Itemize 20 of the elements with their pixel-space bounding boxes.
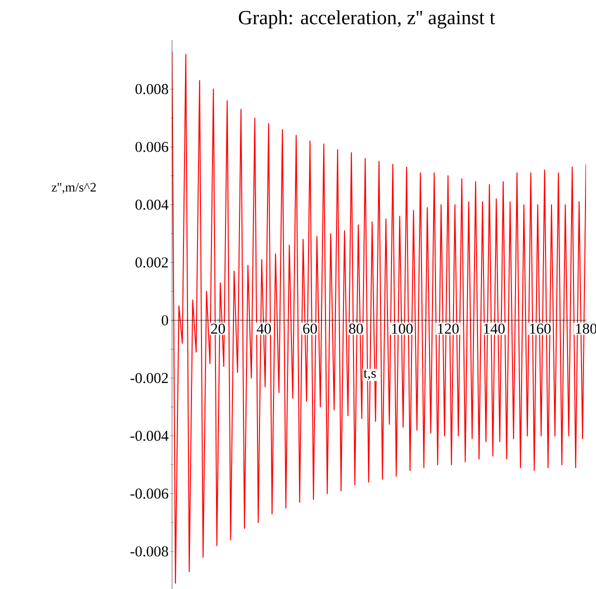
- y-tick-label: 0.008: [135, 84, 168, 94]
- x-tick-label: 20: [211, 324, 225, 334]
- y-tick-label: 0.004: [135, 200, 168, 210]
- x-tick-label: 100: [392, 324, 413, 334]
- y-tick-label: 0.006: [135, 142, 168, 152]
- x-tick-label: 80: [349, 324, 363, 334]
- x-tick-label: 140: [484, 324, 505, 334]
- x-tick-label: 60: [303, 324, 317, 334]
- y-tick-label: -0.004: [130, 430, 168, 441]
- x-axis-title: t,s: [364, 370, 376, 380]
- y-tick-label: 0.002: [135, 257, 168, 268]
- x-tick-label: 160: [530, 324, 551, 334]
- y-tick-label: -0.008: [130, 546, 168, 557]
- x-tick-label: 40: [256, 324, 271, 334]
- y-tick-label: -0.002: [130, 372, 168, 384]
- chart-title: Graph: acceleration, z'' against t: [238, 10, 496, 28]
- x-tick-label: 120: [438, 324, 459, 334]
- y-tick-label: -0.006: [130, 488, 168, 499]
- y-tick-label: 0: [162, 315, 168, 326]
- y-axis-title: z'',m/s^2: [52, 182, 96, 194]
